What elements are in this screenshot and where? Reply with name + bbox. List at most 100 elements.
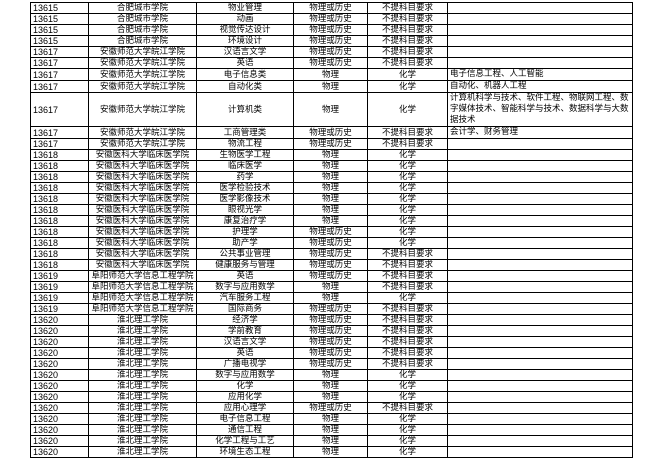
school-cell: 阜阳师范大学信息工程学院 xyxy=(88,270,197,282)
table-row: 13619 阜阳师范大学信息工程学院 英语 物理或历史 不提科目要求 xyxy=(30,270,633,282)
requirement-cell: 化学 xyxy=(367,160,448,172)
code-cell: 13617 xyxy=(30,138,89,150)
requirement-cell: 化学 xyxy=(367,80,448,93)
code-cell: 13620 xyxy=(30,391,89,403)
major-cell: 物业管理 xyxy=(196,2,294,14)
school-cell: 淮北理工学院 xyxy=(88,369,197,381)
code-cell: 13620 xyxy=(30,380,89,392)
subject-cell: 物理 xyxy=(293,80,368,93)
requirement-cell: 不提科目要求 xyxy=(367,347,448,359)
major-cell: 电子信息工程 xyxy=(196,413,294,425)
note-cell xyxy=(447,336,633,348)
school-cell: 安徽医科大学临床医学院 xyxy=(88,204,197,216)
requirement-cell: 不提科目要求 xyxy=(367,270,448,282)
table-row: 13620 淮北理工学院 学前教育 物理或历史 不提科目要求 xyxy=(30,325,633,337)
school-cell: 安徽师范大学皖江学院 xyxy=(88,138,197,150)
school-cell: 阜阳师范大学信息工程学院 xyxy=(88,292,197,304)
subject-cell: 物理或历史 xyxy=(293,35,368,47)
code-cell: 13620 xyxy=(30,358,89,370)
school-cell: 淮北理工学院 xyxy=(88,391,197,403)
school-cell: 淮北理工学院 xyxy=(88,446,197,458)
code-cell: 13620 xyxy=(30,325,89,337)
table-row: 13618 安徽医科大学临床医学院 公共事业管理 物理或历史 不提科目要求 xyxy=(30,248,633,260)
subject-cell: 物理 xyxy=(293,182,368,194)
table-row: 13617 安徽师范大学皖江学院 英语 物理或历史 不提科目要求 xyxy=(30,57,633,69)
table-row: 13620 淮北理工学院 应用心理学 物理或历史 不提科目要求 xyxy=(30,402,633,414)
note-cell xyxy=(447,347,633,359)
note-cell xyxy=(447,35,633,47)
table-row: 13618 安徽医科大学临床医学院 助产学 物理或历史 化学 xyxy=(30,237,633,249)
major-cell: 广播电视学 xyxy=(196,358,294,370)
subject-cell: 物理 xyxy=(293,391,368,403)
subject-cell: 物理或历史 xyxy=(293,126,368,139)
code-cell: 13618 xyxy=(30,182,89,194)
table-row: 13618 安徽医科大学临床医学院 医学影像技术 物理 化学 xyxy=(30,193,633,205)
table-row: 13615 合肥城市学院 视觉传达设计 物理或历史 不提科目要求 xyxy=(30,24,633,36)
major-cell: 应用化学 xyxy=(196,391,294,403)
subject-cell: 物理或历史 xyxy=(293,259,368,271)
major-cell: 英语 xyxy=(196,347,294,359)
school-cell: 安徽医科大学临床医学院 xyxy=(88,259,197,271)
requirement-cell: 化学 xyxy=(367,369,448,381)
major-cell: 视觉传达设计 xyxy=(196,24,294,36)
code-cell: 13619 xyxy=(30,270,89,282)
subject-cell: 物理或历史 xyxy=(293,303,368,315)
note-cell xyxy=(447,13,633,25)
note-cell xyxy=(447,435,633,447)
table-row: 13617 安徽师范大学皖江学院 工商管理类 物理或历史 不提科目要求 会计学、财务管理 xyxy=(30,126,633,139)
subject-cell: 物理或历史 xyxy=(293,138,368,150)
major-cell: 物流工程 xyxy=(196,138,294,150)
school-cell: 安徽医科大学临床医学院 xyxy=(88,171,197,183)
code-cell: 13620 xyxy=(30,402,89,414)
code-cell: 13620 xyxy=(30,347,89,359)
subject-cell: 物理或历史 xyxy=(293,270,368,282)
major-cell: 英语 xyxy=(196,270,294,282)
table-row: 13620 淮北理工学院 汉语言文学 物理或历史 不提科目要求 xyxy=(30,336,633,348)
code-cell: 13620 xyxy=(30,424,89,436)
major-cell: 汉语言文学 xyxy=(196,336,294,348)
note-cell: 电子信息工程、人工智能 xyxy=(447,68,633,81)
major-cell: 汉语言文学 xyxy=(196,46,294,58)
subject-cell: 物理 xyxy=(293,292,368,304)
code-cell: 13617 xyxy=(30,68,89,81)
code-cell: 13617 xyxy=(30,126,89,139)
subject-cell: 物理 xyxy=(293,446,368,458)
requirement-cell: 不提科目要求 xyxy=(367,303,448,315)
school-cell: 安徽医科大学临床医学院 xyxy=(88,160,197,172)
major-cell: 数字与应用数学 xyxy=(196,281,294,293)
school-cell: 安徽师范大学皖江学院 xyxy=(88,57,197,69)
note-cell xyxy=(447,292,633,304)
table-row: 13615 合肥城市学院 动画 物理或历史 不提科目要求 xyxy=(30,13,633,25)
requirement-cell: 化学 xyxy=(367,413,448,425)
subject-cell: 物理或历史 xyxy=(293,248,368,260)
major-cell: 环境设计 xyxy=(196,35,294,47)
requirement-cell: 化学 xyxy=(367,68,448,81)
note-cell: 会计学、财务管理 xyxy=(447,126,633,139)
note-cell xyxy=(447,314,633,326)
table-row: 13615 合肥城市学院 物业管理 物理或历史 不提科目要求 xyxy=(30,2,633,14)
requirement-cell: 化学 xyxy=(367,435,448,447)
code-cell: 13618 xyxy=(30,149,89,161)
school-cell: 安徽师范大学皖江学院 xyxy=(88,46,197,58)
table-row: 13619 阜阳师范大学信息工程学院 国际商务 物理或历史 不提科目要求 xyxy=(30,303,633,315)
requirement-cell: 化学 xyxy=(367,193,448,205)
major-cell: 康复治疗学 xyxy=(196,215,294,227)
subject-cell: 物理或历史 xyxy=(293,237,368,249)
note-cell xyxy=(447,204,633,216)
subject-cell: 物理或历史 xyxy=(293,347,368,359)
note-cell xyxy=(447,369,633,381)
school-cell: 合肥城市学院 xyxy=(88,13,197,25)
requirement-cell: 不提科目要求 xyxy=(367,248,448,260)
code-cell: 13618 xyxy=(30,171,89,183)
major-cell: 动画 xyxy=(196,13,294,25)
major-cell: 健康服务与管理 xyxy=(196,259,294,271)
code-cell: 13618 xyxy=(30,204,89,216)
table-row: 13617 安徽师范大学皖江学院 计算机类 物理 化学 计算机科学与技术、软件工程、物联网… xyxy=(30,92,633,127)
major-cell: 应用心理学 xyxy=(196,402,294,414)
major-cell: 护理学 xyxy=(196,226,294,238)
table-row: 13617 安徽师范大学皖江学院 电子信息类 物理 化学 电子信息工程、人工智能 xyxy=(30,68,633,81)
requirement-cell: 不提科目要求 xyxy=(367,126,448,139)
note-cell xyxy=(447,325,633,337)
table-row: 13618 安徽医科大学临床医学院 医学检验技术 物理 化学 xyxy=(30,182,633,194)
